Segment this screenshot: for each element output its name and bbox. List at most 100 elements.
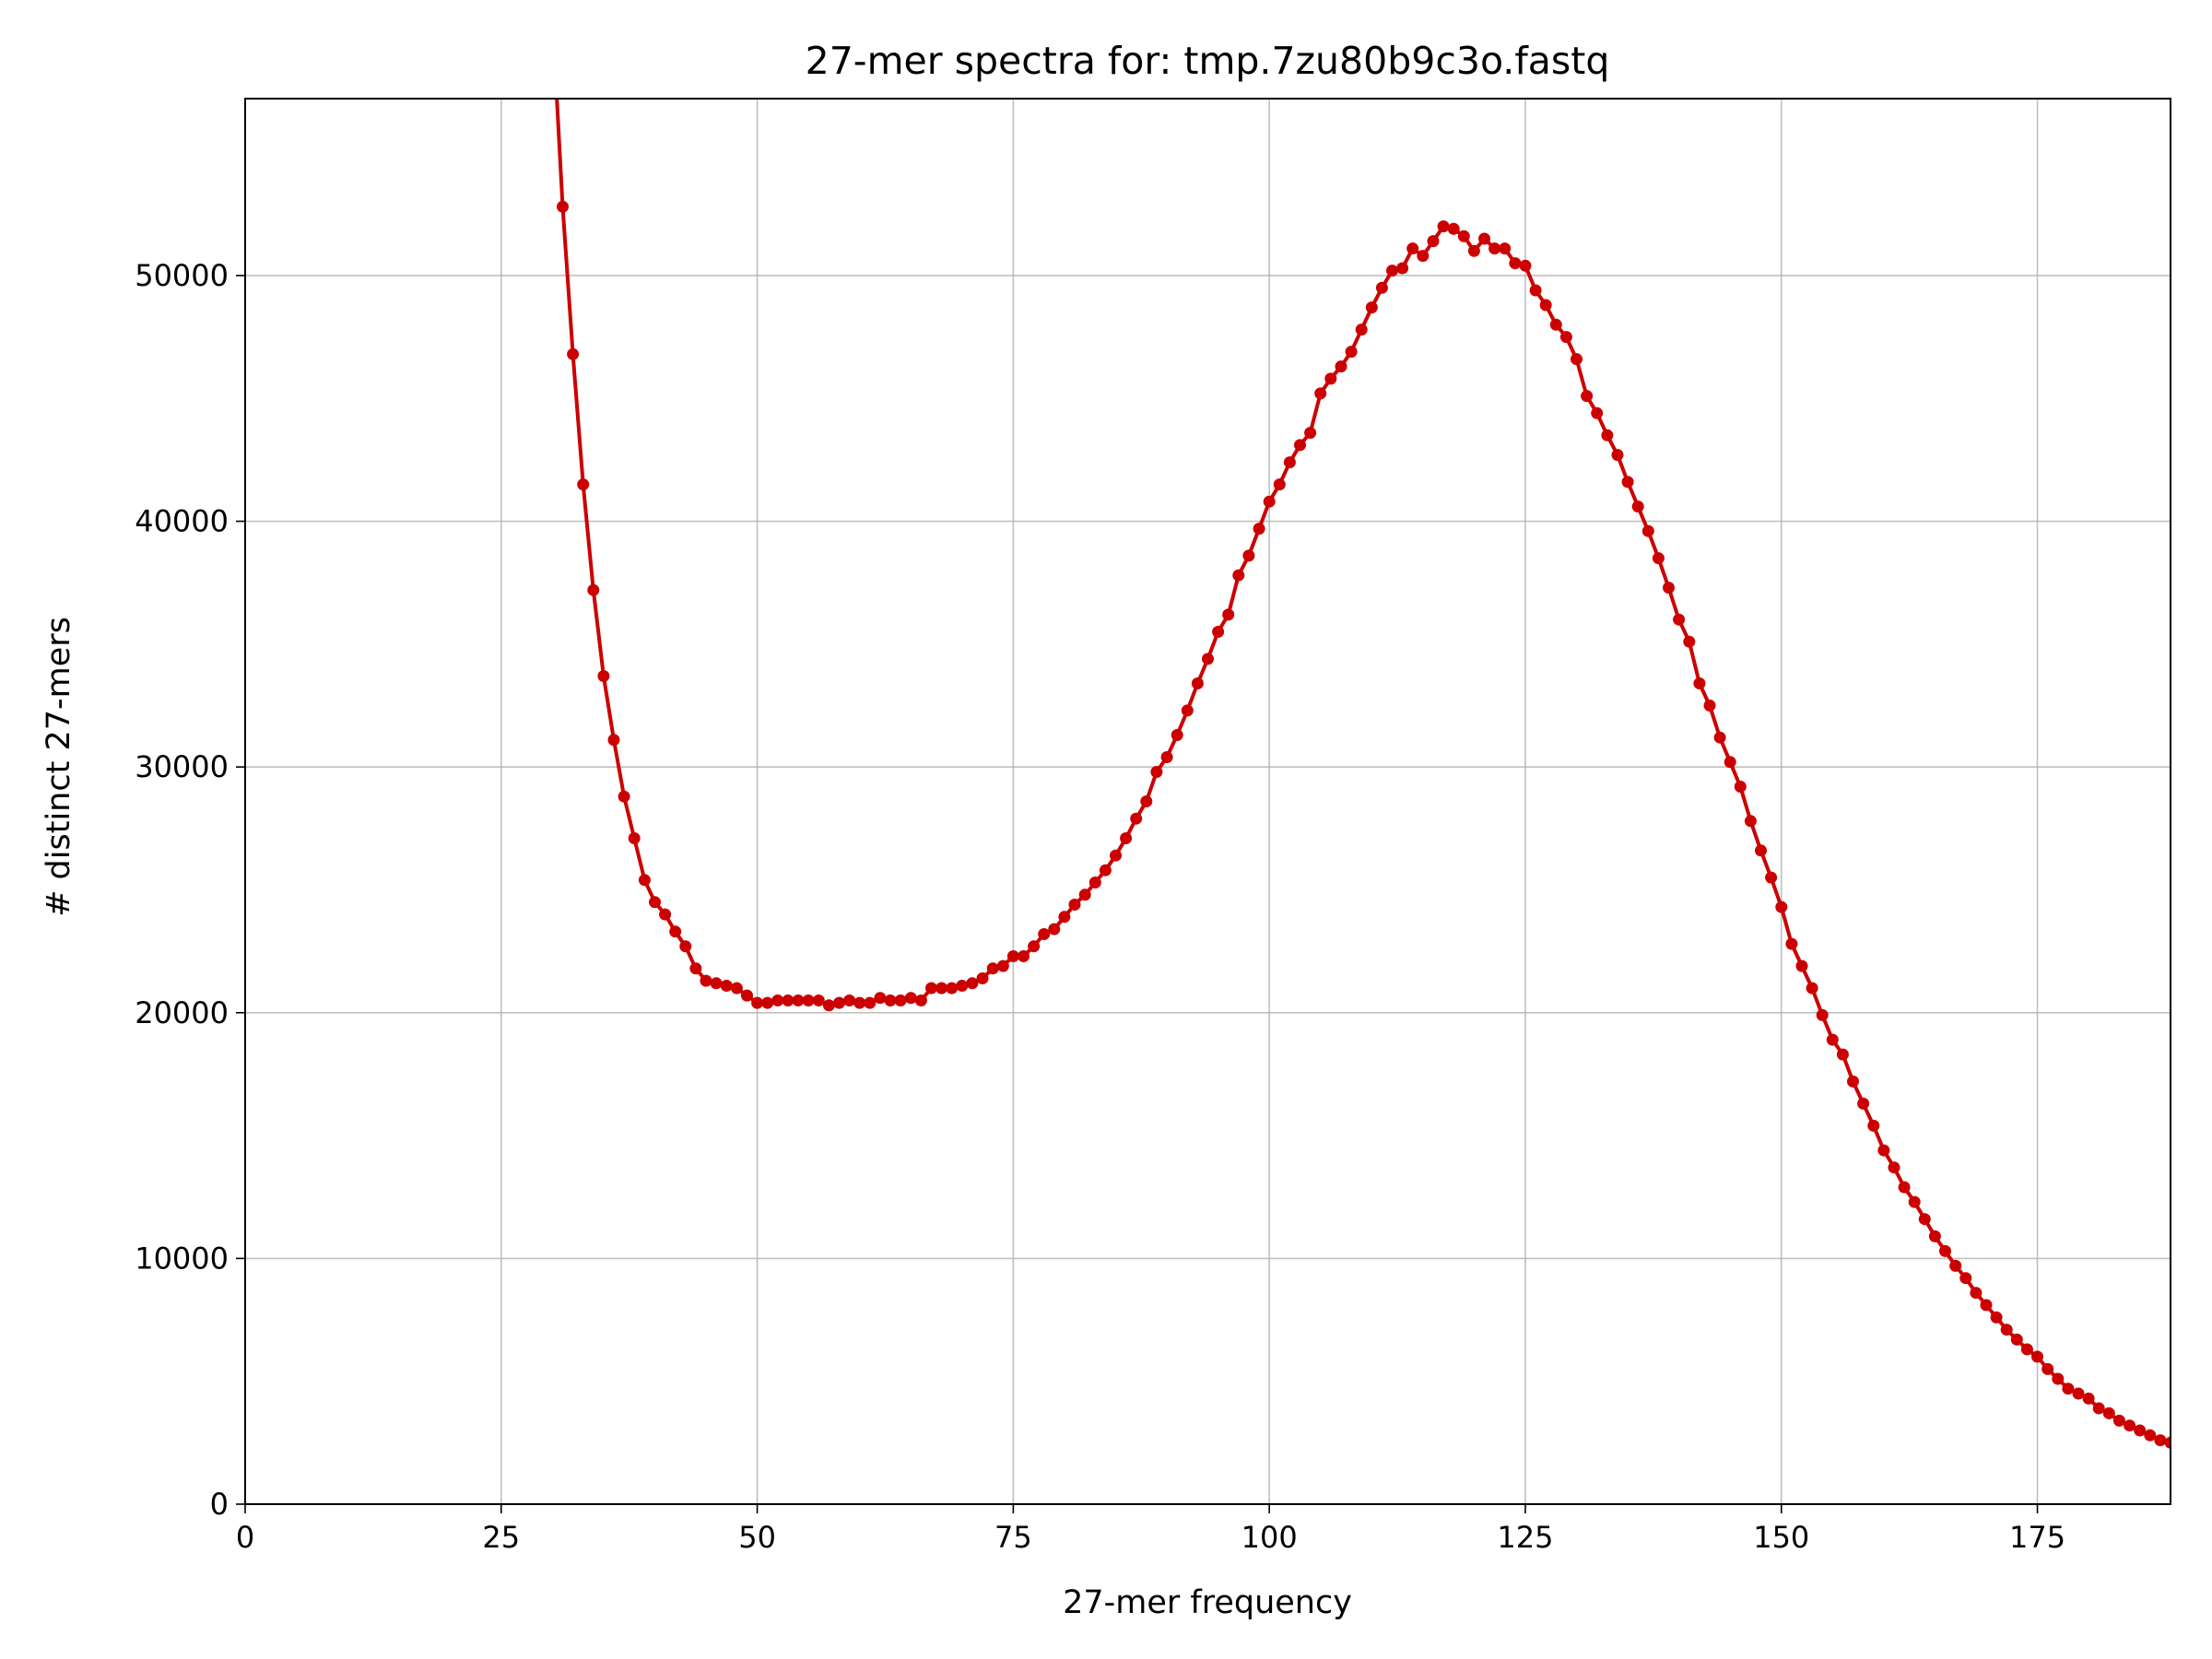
- grid-lines: [244, 99, 2171, 1505]
- data-point: [1663, 582, 1675, 594]
- data-point: [1519, 259, 1532, 272]
- y-tick-label: 20000: [135, 995, 229, 1030]
- data-point: [1417, 250, 1430, 263]
- data-point: [802, 994, 815, 1006]
- data-point: [1499, 242, 1512, 255]
- data-point: [1253, 523, 1265, 535]
- x-tick-label: 25: [482, 1520, 520, 1555]
- y-tick-label: 30000: [135, 749, 229, 784]
- data-point: [1120, 832, 1133, 844]
- data-point: [2112, 1414, 2125, 1427]
- data-point: [741, 989, 753, 1002]
- data-point: [659, 908, 672, 921]
- data-point: [1509, 257, 1522, 270]
- data-point: [1150, 766, 1163, 778]
- data-point: [925, 982, 937, 994]
- data-point: [1232, 569, 1245, 582]
- data-point: [2031, 1350, 2043, 1363]
- data-point: [761, 996, 774, 1009]
- data-point: [1970, 1287, 1983, 1300]
- data-point: [1324, 372, 1337, 385]
- data-point: [1447, 222, 1460, 235]
- data-point: [1099, 864, 1112, 877]
- x-tick-label: 150: [1753, 1520, 1809, 1555]
- data-point: [638, 874, 651, 887]
- data-point: [2020, 1343, 2033, 1356]
- data-point: [1713, 731, 1726, 744]
- y-tick-label: 50000: [135, 258, 229, 293]
- data-point: [1898, 1181, 1911, 1194]
- data-point: [1652, 552, 1665, 565]
- data-point: [874, 992, 887, 1005]
- data-point: [2102, 1406, 2115, 1419]
- data-point: [710, 977, 723, 990]
- data-point: [1222, 608, 1235, 621]
- data-point: [2010, 1333, 2023, 1346]
- data-point: [1559, 331, 1572, 344]
- y-tick-label: 40000: [135, 504, 229, 539]
- data-point: [792, 994, 805, 1006]
- data-point: [812, 994, 825, 1006]
- data-point: [730, 982, 743, 994]
- data-point: [843, 994, 856, 1006]
- data-point: [1724, 756, 1736, 769]
- x-tick-label: 0: [236, 1520, 254, 1555]
- data-point: [1110, 849, 1122, 862]
- data-point: [2092, 1402, 2105, 1415]
- data-point: [1611, 449, 1624, 462]
- data-point: [1212, 626, 1225, 638]
- data-point: [1857, 1097, 1870, 1110]
- data-point: [1836, 1048, 1849, 1061]
- data-point: [1928, 1230, 1941, 1242]
- y-axis-label: # distinct 27-mers: [41, 617, 77, 917]
- data-point: [1457, 229, 1470, 242]
- data-point: [1539, 299, 1552, 312]
- x-tick-label: 175: [2009, 1520, 2065, 1555]
- data-point: [1038, 928, 1051, 940]
- data-point: [996, 959, 1009, 972]
- x-axis-label: 27-mer frequency: [1063, 1584, 1352, 1621]
- data-point: [822, 999, 835, 1012]
- data-point: [1160, 751, 1173, 763]
- data-point: [1304, 427, 1317, 440]
- data-point: [1006, 950, 1019, 962]
- data-point: [976, 972, 989, 984]
- data-point: [2062, 1382, 2075, 1395]
- data-point: [1693, 677, 1706, 689]
- y-tick-label: 10000: [135, 1241, 229, 1276]
- data-point: [2041, 1362, 2054, 1375]
- data-point: [1314, 387, 1327, 400]
- data-point: [833, 996, 845, 1009]
- data-point: [1785, 937, 1798, 950]
- data-point: [557, 200, 569, 213]
- data-point: [1888, 1161, 1900, 1174]
- data-point: [782, 994, 794, 1006]
- chart-title: 27-mer spectra for: tmp.7zu80b9c3o.fastq: [806, 39, 1610, 83]
- data-point: [986, 962, 999, 975]
- data-point: [1816, 1008, 1829, 1021]
- plot-frame: [244, 98, 2171, 1505]
- data-point: [894, 994, 907, 1006]
- data-point: [956, 980, 969, 992]
- data-point: [607, 734, 620, 747]
- data-point: [1549, 318, 1562, 331]
- data-point: [1734, 781, 1747, 793]
- data-point: [1591, 406, 1604, 419]
- data-point: [966, 977, 979, 990]
- data-point: [1775, 900, 1788, 913]
- data-point: [1202, 653, 1214, 665]
- data-point: [751, 996, 764, 1009]
- data-point: [1601, 429, 1614, 441]
- data-point: [1437, 220, 1450, 233]
- data-point: [1621, 476, 1634, 488]
- data-point: [935, 982, 948, 994]
- data-point: [1386, 265, 1398, 277]
- data-point: [689, 962, 702, 975]
- data-point: [1078, 888, 1091, 901]
- data-point: [2164, 1436, 2171, 1449]
- data-point: [1048, 923, 1061, 935]
- data-point: [1181, 704, 1194, 717]
- data-point: [1959, 1272, 1972, 1285]
